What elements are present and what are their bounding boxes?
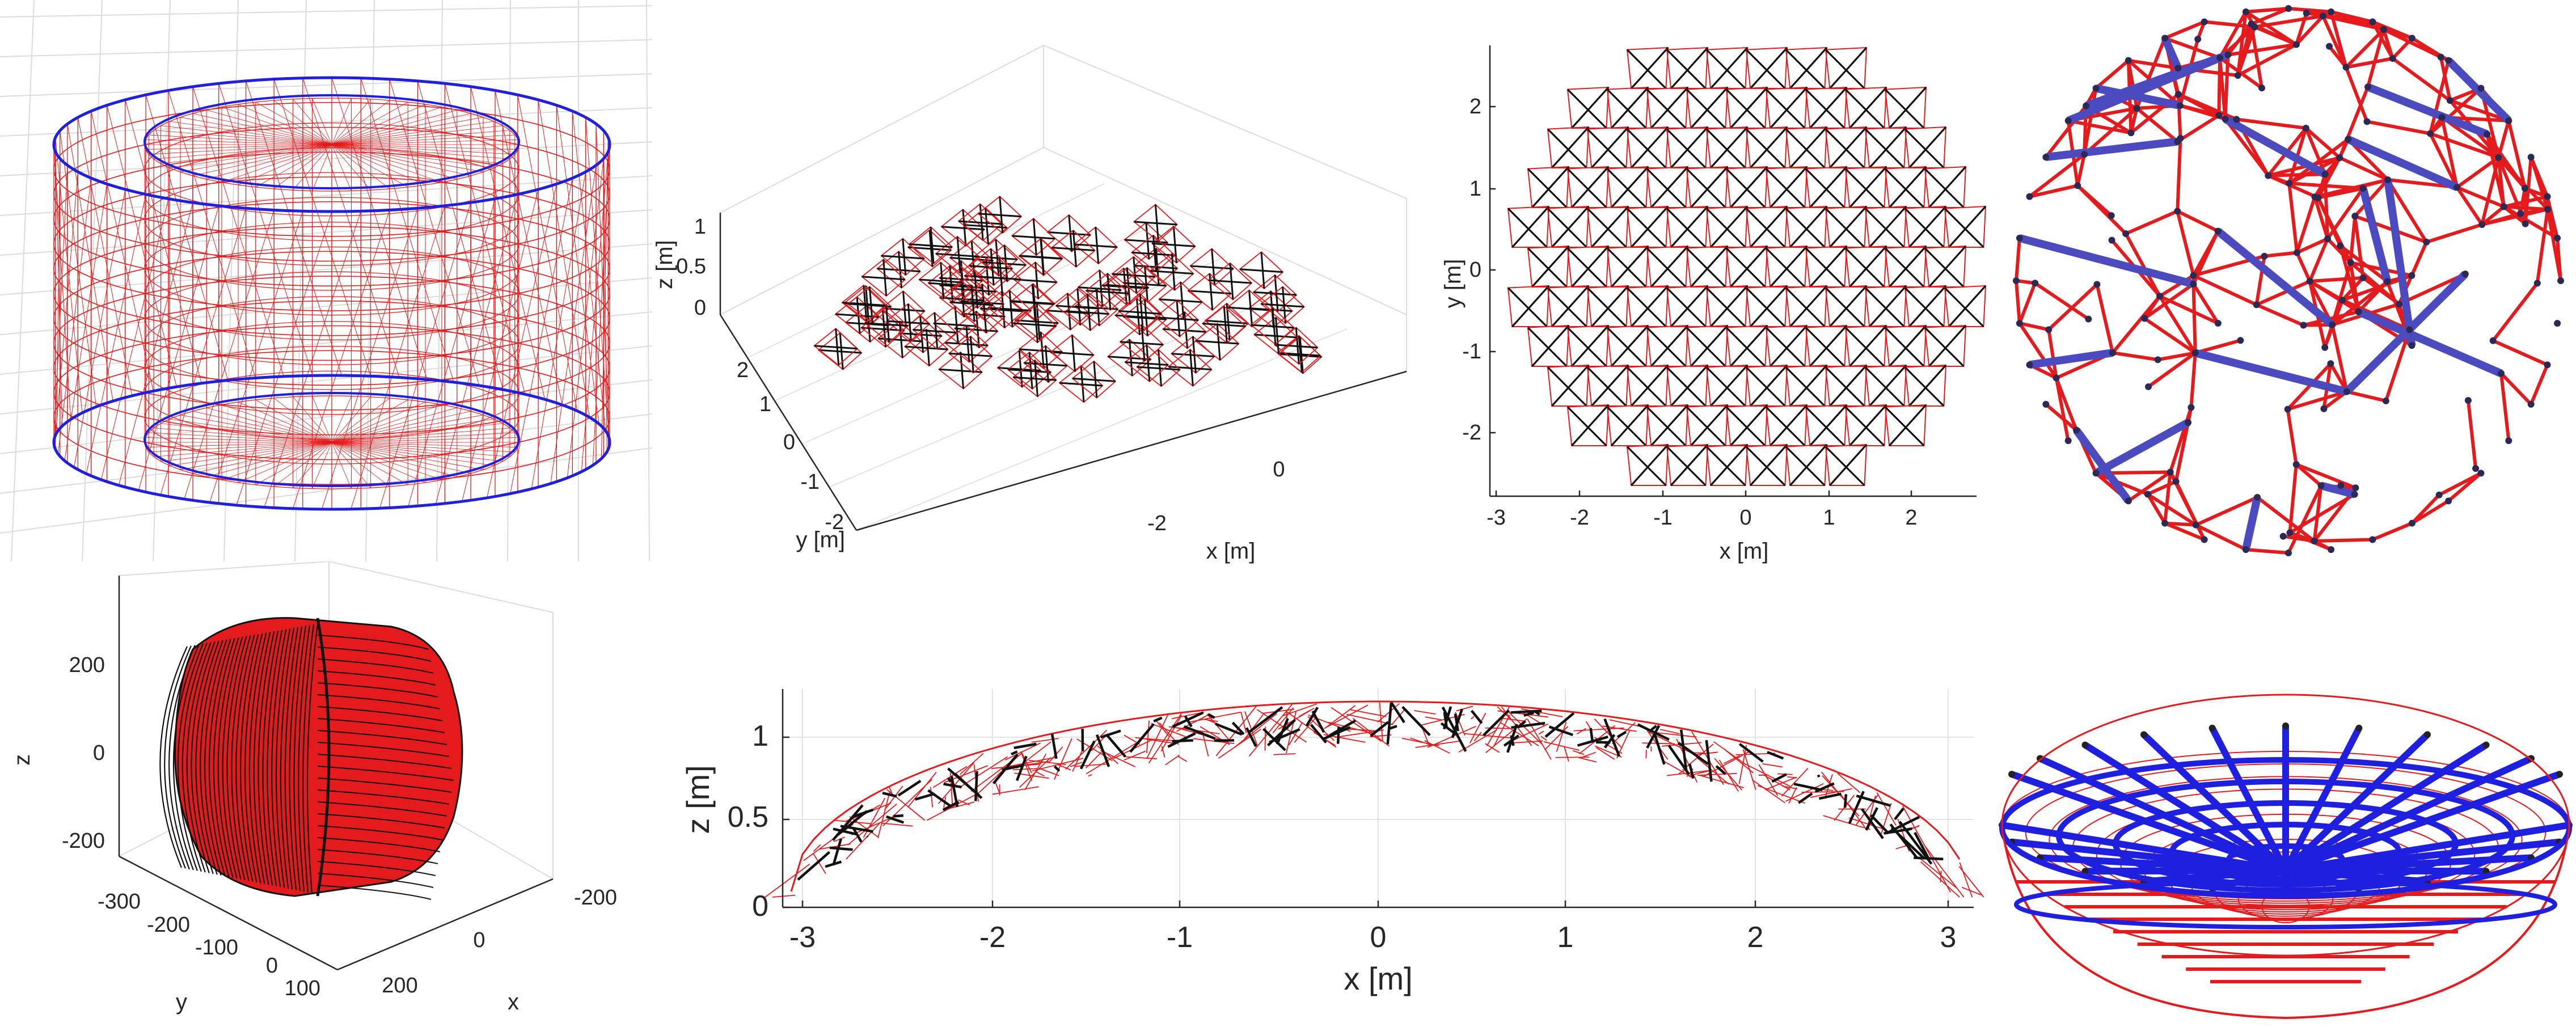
axes-frame bbox=[118, 576, 554, 971]
y-tick-0: 0 bbox=[1469, 258, 1481, 282]
y-tick--200: -200 bbox=[147, 913, 190, 937]
x-tick-2: 2 bbox=[1747, 921, 1764, 954]
x-tick--3: -3 bbox=[789, 921, 816, 954]
dome-side-mesh bbox=[765, 700, 1984, 898]
x-tick-2: 2 bbox=[1905, 506, 1917, 530]
y-axis-label: y bbox=[176, 990, 187, 1015]
x-tick--1: -1 bbox=[1653, 506, 1673, 530]
dome-side-view-figure: z [m] 1 0.5 0 -3 -2 -1 0 1 2 3 x [m] bbox=[664, 669, 1991, 1027]
y-tick-2: 2 bbox=[1469, 95, 1481, 119]
x-tick--2: -2 bbox=[979, 921, 1006, 954]
x-axis-label: x [m] bbox=[1720, 539, 1769, 564]
x-tick-1: 1 bbox=[1823, 506, 1835, 530]
z-tick-1: 1 bbox=[694, 215, 706, 239]
y-tick--1: -1 bbox=[800, 470, 820, 494]
x-tick-200: 200 bbox=[382, 974, 417, 998]
y-tick-100: 100 bbox=[285, 977, 320, 1000]
x-tick--2: -2 bbox=[1147, 512, 1167, 535]
sphere-mesh bbox=[2013, 5, 2564, 556]
x-tick-0: 0 bbox=[1273, 458, 1285, 481]
cylinder-mesh bbox=[52, 76, 611, 511]
x-tick-1: 1 bbox=[1557, 921, 1574, 954]
y-axis-label: z [m] bbox=[680, 765, 716, 834]
sphere-tensegrity-figure bbox=[1996, 0, 2576, 567]
y-axis-label: y [m] bbox=[1441, 259, 1466, 308]
x-axis-label: x [m] bbox=[1344, 961, 1412, 996]
y-tick-1: 1 bbox=[759, 392, 771, 416]
axes-frame bbox=[1489, 45, 1977, 497]
cylinder-box-figure: z 200 0 -200 -300 -200 -100 0 100 y -200… bbox=[0, 561, 635, 1027]
y-tick-2: 2 bbox=[737, 358, 749, 382]
dome-top-view-figure: y [m] 2 1 0 -1 -2 -3 -2 -1 0 1 2 x [m] bbox=[1429, 0, 1996, 573]
y-axis-label: y [m] bbox=[796, 527, 845, 552]
z-tick-0.5: 0.5 bbox=[676, 255, 706, 278]
y-tick--2: -2 bbox=[825, 510, 844, 534]
y-tick--100: -100 bbox=[195, 936, 238, 960]
y-tick-1: 1 bbox=[1469, 177, 1481, 201]
z-tick--200: -200 bbox=[62, 829, 105, 853]
dome-3d-figure: z [m] 1 0.5 0 2 1 0 -1 -2 y [m] -2 0 x [… bbox=[635, 0, 1429, 573]
x-axis-label: x bbox=[508, 990, 519, 1015]
z-axis-label: z bbox=[10, 754, 35, 766]
y-tick-0.5: 0.5 bbox=[728, 801, 768, 834]
x-tick--1: -1 bbox=[1167, 921, 1193, 954]
x-tick-0: 0 bbox=[473, 928, 485, 952]
y-tick-1: 1 bbox=[752, 720, 768, 753]
y-tick--2: -2 bbox=[1462, 421, 1481, 445]
y-tick--300: -300 bbox=[98, 890, 141, 914]
dome-top-mesh bbox=[1507, 47, 1987, 487]
z-axis-label: z [m] bbox=[652, 240, 677, 289]
dome-mesh bbox=[813, 196, 1323, 403]
y-tick--1: -1 bbox=[1462, 340, 1481, 364]
cylinder-ring-figure bbox=[0, 0, 652, 561]
z-tick-0: 0 bbox=[93, 741, 105, 765]
y-tick-0: 0 bbox=[266, 954, 278, 978]
x-tick--3: -3 bbox=[1487, 506, 1506, 530]
z-tick-0: 0 bbox=[694, 296, 706, 320]
x-tick--2: -2 bbox=[1570, 506, 1589, 530]
x-tick-3: 3 bbox=[1940, 921, 1957, 954]
bowl-mesh bbox=[1999, 694, 2573, 1020]
axes-box bbox=[720, 44, 1407, 531]
z-axis bbox=[719, 213, 1407, 531]
bowl-tensegrity-figure bbox=[1991, 573, 2576, 1027]
cylinder-box-mesh bbox=[159, 617, 463, 900]
y-tick-0: 0 bbox=[752, 890, 768, 923]
x-tick-0: 0 bbox=[1370, 921, 1387, 954]
x-tick-0: 0 bbox=[1739, 506, 1751, 530]
z-tick-200: 200 bbox=[69, 653, 105, 677]
x-tick--200: -200 bbox=[574, 886, 617, 910]
x-axis-label: x [m] bbox=[1206, 539, 1256, 564]
y-tick-0: 0 bbox=[783, 430, 795, 454]
